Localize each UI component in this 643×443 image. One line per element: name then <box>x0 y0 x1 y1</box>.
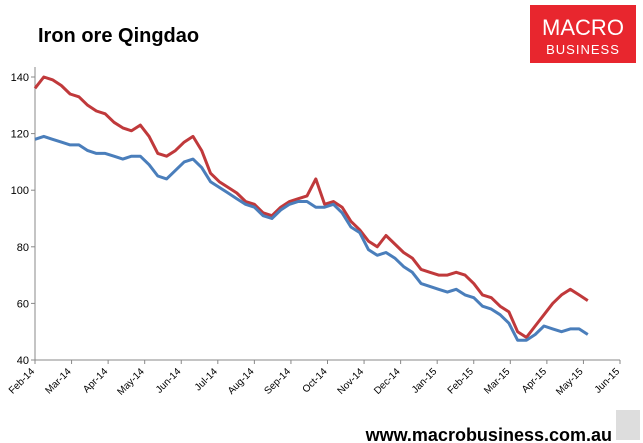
x-tick-label: Apr-15 <box>520 366 549 395</box>
x-tick-label: May-15 <box>554 366 586 398</box>
x-tick-label: Sep-14 <box>262 366 293 397</box>
y-tick-label: 140 <box>11 72 29 84</box>
x-tick-label: Aug-14 <box>226 366 257 397</box>
logo-text: BUSINESS <box>546 42 620 57</box>
x-tick-label: Jan-15 <box>410 366 440 396</box>
x-tick-label: Jun-14 <box>154 366 184 396</box>
x-tick-label: Feb-15 <box>446 366 476 396</box>
logo-text: MACRO <box>542 15 624 40</box>
x-tick-label: Oct-14 <box>301 366 330 395</box>
footer-url: www.macrobusiness.com.au <box>365 425 612 443</box>
x-tick-label: Feb-14 <box>7 366 37 396</box>
series-line <box>33 75 589 339</box>
y-tick-label: 40 <box>17 355 29 367</box>
x-tick-label: Mar-15 <box>482 366 512 396</box>
x-tick-label: Nov-14 <box>336 366 367 397</box>
x-tick-label: Jun-15 <box>593 366 623 396</box>
x-tick-label: Mar-14 <box>43 366 73 396</box>
series-line <box>34 134 589 342</box>
chart-title: Iron ore Qingdao <box>38 25 199 47</box>
x-tick-label: May-14 <box>115 366 147 398</box>
x-tick-label: Dec-14 <box>372 366 403 397</box>
y-tick-label: 120 <box>11 129 29 141</box>
y-tick-label: 60 <box>17 298 29 310</box>
y-tick-label: 100 <box>11 185 29 197</box>
y-tick-label: 80 <box>17 242 29 254</box>
logo-box <box>530 5 636 63</box>
x-tick-label: Apr-14 <box>81 366 110 395</box>
x-tick-label: Jul-14 <box>193 366 220 393</box>
logo-icon <box>616 410 640 440</box>
